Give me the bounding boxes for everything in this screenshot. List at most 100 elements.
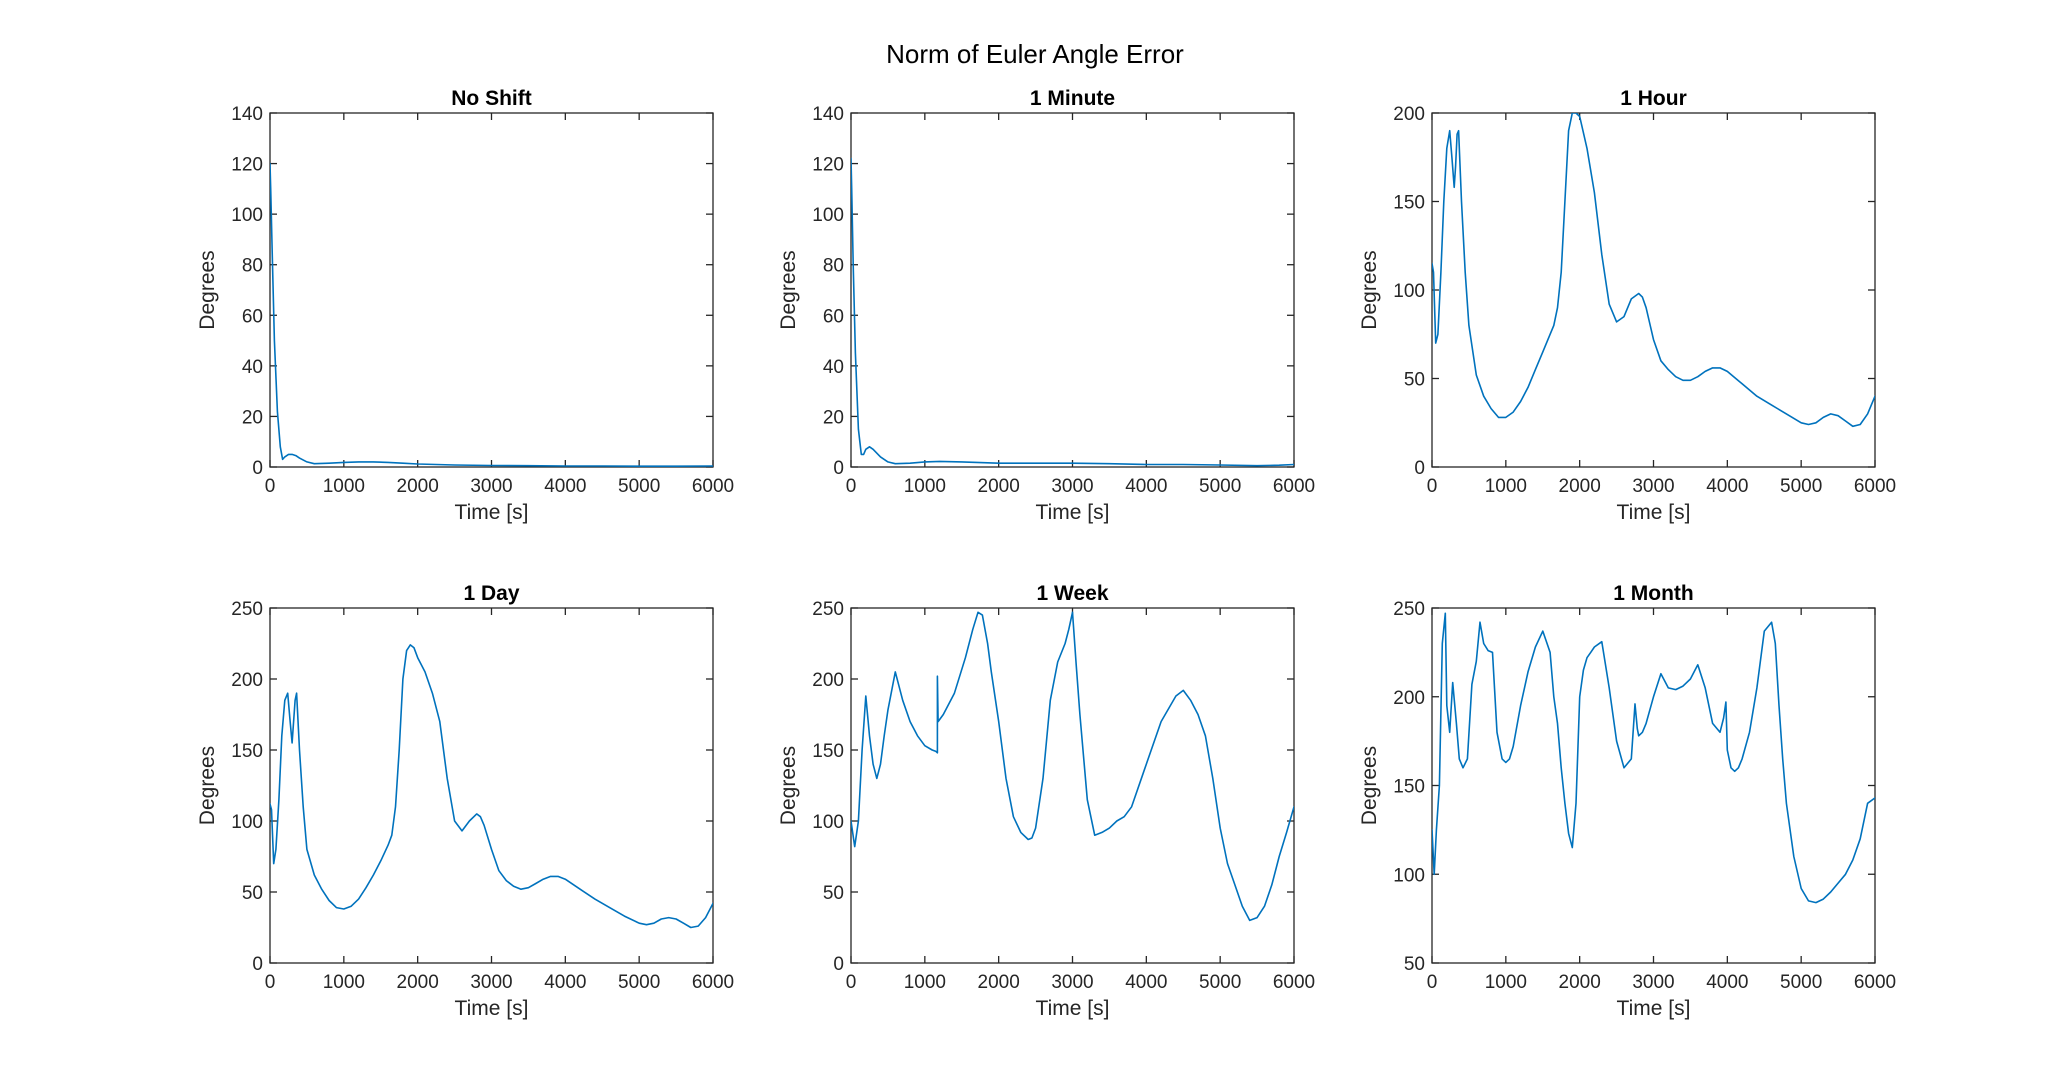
subplot-title: 1 Day xyxy=(463,582,519,605)
y-axis-label: Degrees xyxy=(777,250,800,329)
series-line xyxy=(1432,612,1875,904)
subplot-4: 1 Day 0 1000 2000 3000 4000 5000 6000 0 50 100 150 2… xyxy=(196,582,734,1020)
x-tick-label: 5000 xyxy=(1780,476,1822,497)
subplot-2: 1 Minute 0 1000 2000 3000 4000 5000 6000 0 20 40 60… xyxy=(777,87,1315,524)
x-tick-label: 5000 xyxy=(618,476,660,497)
y-tick-label: 0 xyxy=(833,458,844,479)
subplot-1: No Shift 0 1000 2000 3000 4000 5000 6000 0 20 40 60… xyxy=(196,87,734,524)
y-tick-label: 250 xyxy=(812,599,844,620)
subplot-5: 1 Week 0 1000 2000 3000 4000 5000 6000 0 50 100 150… xyxy=(777,582,1315,1020)
x-axis-label: Time [s] xyxy=(1036,997,1110,1020)
x-tick-label: 2000 xyxy=(1559,972,1601,993)
axes-box xyxy=(850,607,1295,964)
y-tick-label: 0 xyxy=(252,954,263,975)
y-tick-label: 140 xyxy=(812,104,844,125)
y-tick-label: 100 xyxy=(1393,865,1425,886)
x-tick-label: 0 xyxy=(1427,476,1438,497)
y-axis-label: Degrees xyxy=(777,746,800,825)
subplot-title: No Shift xyxy=(451,87,531,110)
x-tick-label: 2000 xyxy=(397,972,439,993)
x-tick-label: 1000 xyxy=(1485,972,1527,993)
x-tick-label: 3000 xyxy=(470,972,512,993)
y-tick-label: 50 xyxy=(1404,370,1425,391)
subplot-title: 1 Minute xyxy=(1030,87,1115,110)
x-tick-label: 6000 xyxy=(1854,972,1896,993)
x-axis-label: Time [s] xyxy=(1036,501,1110,524)
x-tick-label: 6000 xyxy=(1273,476,1315,497)
x-tick-label: 0 xyxy=(265,972,276,993)
series-line xyxy=(1432,113,1875,428)
y-tick-label: 150 xyxy=(1393,193,1425,214)
x-tick-label: 3000 xyxy=(1632,476,1674,497)
y-tick-label: 150 xyxy=(812,741,844,762)
y-tick-label: 100 xyxy=(231,812,263,833)
axes-box xyxy=(269,112,714,468)
x-tick-label: 4000 xyxy=(1125,972,1167,993)
y-tick-label: 60 xyxy=(242,306,263,327)
y-tick-label: 80 xyxy=(823,256,844,277)
y-tick-label: 150 xyxy=(231,741,263,762)
y-axis-label: Degrees xyxy=(1358,250,1381,329)
x-tick-label: 4000 xyxy=(1706,476,1748,497)
axes-box xyxy=(269,607,714,964)
axes-box xyxy=(850,112,1295,468)
x-tick-label: 5000 xyxy=(618,972,660,993)
subplot-6: 1 Month 0 1000 2000 3000 4000 5000 6000 50 100 150… xyxy=(1358,582,1896,1020)
y-tick-label: 120 xyxy=(812,155,844,176)
y-axis-label: Degrees xyxy=(196,746,219,825)
x-tick-label: 1000 xyxy=(904,972,946,993)
y-axis-label: Degrees xyxy=(1358,746,1381,825)
subplot-3: 1 Hour 0 1000 2000 3000 4000 5000 6000 0 50 100 150… xyxy=(1358,87,1896,524)
x-axis-label: Time [s] xyxy=(455,997,529,1020)
y-tick-label: 100 xyxy=(812,205,844,226)
y-tick-label: 50 xyxy=(823,883,844,904)
series-line xyxy=(270,644,713,929)
y-tick-label: 250 xyxy=(1393,599,1425,620)
subplot-title: 1 Week xyxy=(1037,582,1109,605)
y-tick-label: 200 xyxy=(812,670,844,691)
y-tick-label: 150 xyxy=(1393,777,1425,798)
y-tick-label: 120 xyxy=(231,155,263,176)
x-tick-label: 3000 xyxy=(1051,476,1093,497)
y-tick-label: 0 xyxy=(833,954,844,975)
x-tick-label: 1000 xyxy=(1485,476,1527,497)
y-tick-label: 0 xyxy=(252,458,263,479)
y-tick-label: 100 xyxy=(812,812,844,833)
y-tick-label: 100 xyxy=(231,205,263,226)
x-axis-label: Time [s] xyxy=(455,501,529,524)
x-tick-label: 0 xyxy=(846,476,857,497)
x-tick-label: 6000 xyxy=(1854,476,1896,497)
y-tick-label: 250 xyxy=(231,599,263,620)
series-line xyxy=(851,157,1294,467)
x-tick-label: 4000 xyxy=(544,476,586,497)
y-tick-label: 200 xyxy=(231,670,263,691)
y-tick-label: 50 xyxy=(1404,954,1425,975)
y-tick-label: 0 xyxy=(1414,458,1425,479)
subplot-title: 1 Month xyxy=(1613,582,1693,605)
x-tick-label: 4000 xyxy=(544,972,586,993)
y-tick-label: 50 xyxy=(242,883,263,904)
x-tick-label: 3000 xyxy=(1051,972,1093,993)
x-tick-label: 3000 xyxy=(470,476,512,497)
x-tick-label: 1000 xyxy=(323,972,365,993)
axes-box xyxy=(1431,607,1876,964)
x-tick-label: 1000 xyxy=(323,476,365,497)
y-tick-label: 20 xyxy=(242,407,263,428)
series-line xyxy=(270,162,713,467)
x-tick-label: 3000 xyxy=(1632,972,1674,993)
x-tick-label: 2000 xyxy=(397,476,439,497)
x-tick-label: 0 xyxy=(1427,972,1438,993)
y-tick-label: 200 xyxy=(1393,104,1425,125)
x-tick-label: 5000 xyxy=(1199,972,1241,993)
x-tick-label: 5000 xyxy=(1780,972,1822,993)
y-tick-label: 20 xyxy=(823,407,844,428)
x-tick-label: 2000 xyxy=(978,972,1020,993)
x-tick-label: 2000 xyxy=(978,476,1020,497)
x-axis-label: Time [s] xyxy=(1617,501,1691,524)
subplot-title: 1 Hour xyxy=(1620,87,1687,110)
y-tick-label: 100 xyxy=(1393,281,1425,302)
y-tick-label: 200 xyxy=(1393,688,1425,709)
x-axis-label: Time [s] xyxy=(1617,997,1691,1020)
